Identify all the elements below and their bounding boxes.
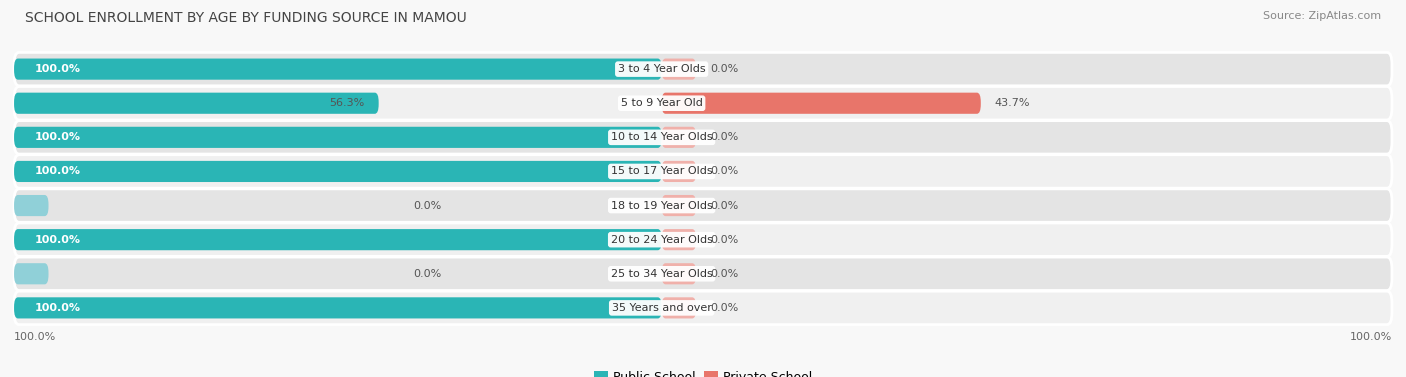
Text: 100.0%: 100.0%: [14, 332, 56, 342]
FancyBboxPatch shape: [14, 127, 662, 148]
Text: 0.0%: 0.0%: [710, 132, 738, 143]
FancyBboxPatch shape: [14, 161, 662, 182]
Text: 15 to 17 Year Olds: 15 to 17 Year Olds: [610, 166, 713, 176]
Text: 0.0%: 0.0%: [413, 201, 441, 211]
FancyBboxPatch shape: [14, 257, 1392, 291]
Text: 100.0%: 100.0%: [1350, 332, 1392, 342]
FancyBboxPatch shape: [14, 52, 1392, 86]
Text: 18 to 19 Year Olds: 18 to 19 Year Olds: [610, 201, 713, 211]
Text: 0.0%: 0.0%: [710, 64, 738, 74]
Text: SCHOOL ENROLLMENT BY AGE BY FUNDING SOURCE IN MAMOU: SCHOOL ENROLLMENT BY AGE BY FUNDING SOUR…: [25, 11, 467, 25]
FancyBboxPatch shape: [14, 297, 662, 319]
Text: 35 Years and over: 35 Years and over: [612, 303, 711, 313]
FancyBboxPatch shape: [14, 58, 662, 80]
FancyBboxPatch shape: [662, 297, 696, 319]
FancyBboxPatch shape: [662, 229, 696, 250]
Text: 5 to 9 Year Old: 5 to 9 Year Old: [620, 98, 703, 108]
FancyBboxPatch shape: [662, 93, 981, 114]
Text: 0.0%: 0.0%: [413, 269, 441, 279]
Text: 100.0%: 100.0%: [35, 234, 80, 245]
FancyBboxPatch shape: [14, 223, 1392, 256]
Legend: Public School, Private School: Public School, Private School: [589, 366, 817, 377]
Text: 100.0%: 100.0%: [35, 132, 80, 143]
Text: 25 to 34 Year Olds: 25 to 34 Year Olds: [610, 269, 713, 279]
Text: 10 to 14 Year Olds: 10 to 14 Year Olds: [610, 132, 713, 143]
FancyBboxPatch shape: [662, 58, 696, 80]
Text: 100.0%: 100.0%: [35, 64, 80, 74]
Text: 0.0%: 0.0%: [710, 234, 738, 245]
Text: 0.0%: 0.0%: [710, 269, 738, 279]
FancyBboxPatch shape: [14, 93, 378, 114]
Text: Source: ZipAtlas.com: Source: ZipAtlas.com: [1263, 11, 1381, 21]
FancyBboxPatch shape: [662, 161, 696, 182]
FancyBboxPatch shape: [14, 291, 1392, 325]
Text: 100.0%: 100.0%: [35, 303, 80, 313]
FancyBboxPatch shape: [662, 263, 696, 284]
Text: 43.7%: 43.7%: [994, 98, 1031, 108]
FancyBboxPatch shape: [662, 195, 696, 216]
FancyBboxPatch shape: [662, 127, 696, 148]
FancyBboxPatch shape: [14, 263, 48, 284]
FancyBboxPatch shape: [14, 155, 1392, 188]
Text: 0.0%: 0.0%: [710, 303, 738, 313]
FancyBboxPatch shape: [14, 229, 662, 250]
FancyBboxPatch shape: [14, 195, 48, 216]
Text: 0.0%: 0.0%: [710, 166, 738, 176]
Text: 100.0%: 100.0%: [35, 166, 80, 176]
Text: 56.3%: 56.3%: [329, 98, 366, 108]
FancyBboxPatch shape: [14, 121, 1392, 154]
Text: 3 to 4 Year Olds: 3 to 4 Year Olds: [617, 64, 706, 74]
Text: 20 to 24 Year Olds: 20 to 24 Year Olds: [610, 234, 713, 245]
Text: 0.0%: 0.0%: [710, 201, 738, 211]
FancyBboxPatch shape: [14, 189, 1392, 222]
FancyBboxPatch shape: [14, 86, 1392, 120]
